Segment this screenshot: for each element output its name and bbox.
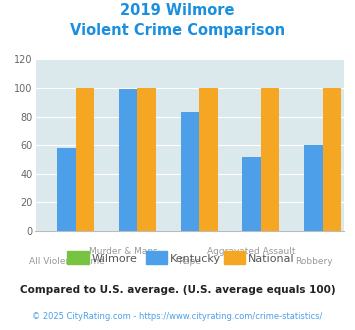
- Text: Rape: Rape: [179, 257, 201, 266]
- Bar: [137, 88, 156, 231]
- Bar: [323, 88, 341, 231]
- Text: © 2025 CityRating.com - https://www.cityrating.com/crime-statistics/: © 2025 CityRating.com - https://www.city…: [32, 312, 323, 321]
- Text: National: National: [248, 254, 294, 264]
- Bar: [119, 89, 137, 231]
- Text: Violent Crime Comparison: Violent Crime Comparison: [70, 23, 285, 38]
- Text: Murder & Mans...: Murder & Mans...: [89, 247, 167, 256]
- Bar: [57, 148, 76, 231]
- Text: Compared to U.S. average. (U.S. average equals 100): Compared to U.S. average. (U.S. average …: [20, 285, 335, 295]
- Text: Wilmore: Wilmore: [92, 254, 137, 264]
- Bar: [261, 88, 279, 231]
- Bar: [199, 88, 218, 231]
- Bar: [181, 112, 199, 231]
- Text: Robbery: Robbery: [295, 257, 332, 266]
- Text: All Violent Crime: All Violent Crime: [28, 257, 104, 266]
- Bar: [242, 157, 261, 231]
- Text: Aggravated Assault: Aggravated Assault: [207, 247, 296, 256]
- Text: Kentucky: Kentucky: [170, 254, 221, 264]
- Bar: [304, 145, 323, 231]
- Bar: [76, 88, 94, 231]
- Text: 2019 Wilmore: 2019 Wilmore: [120, 3, 235, 18]
